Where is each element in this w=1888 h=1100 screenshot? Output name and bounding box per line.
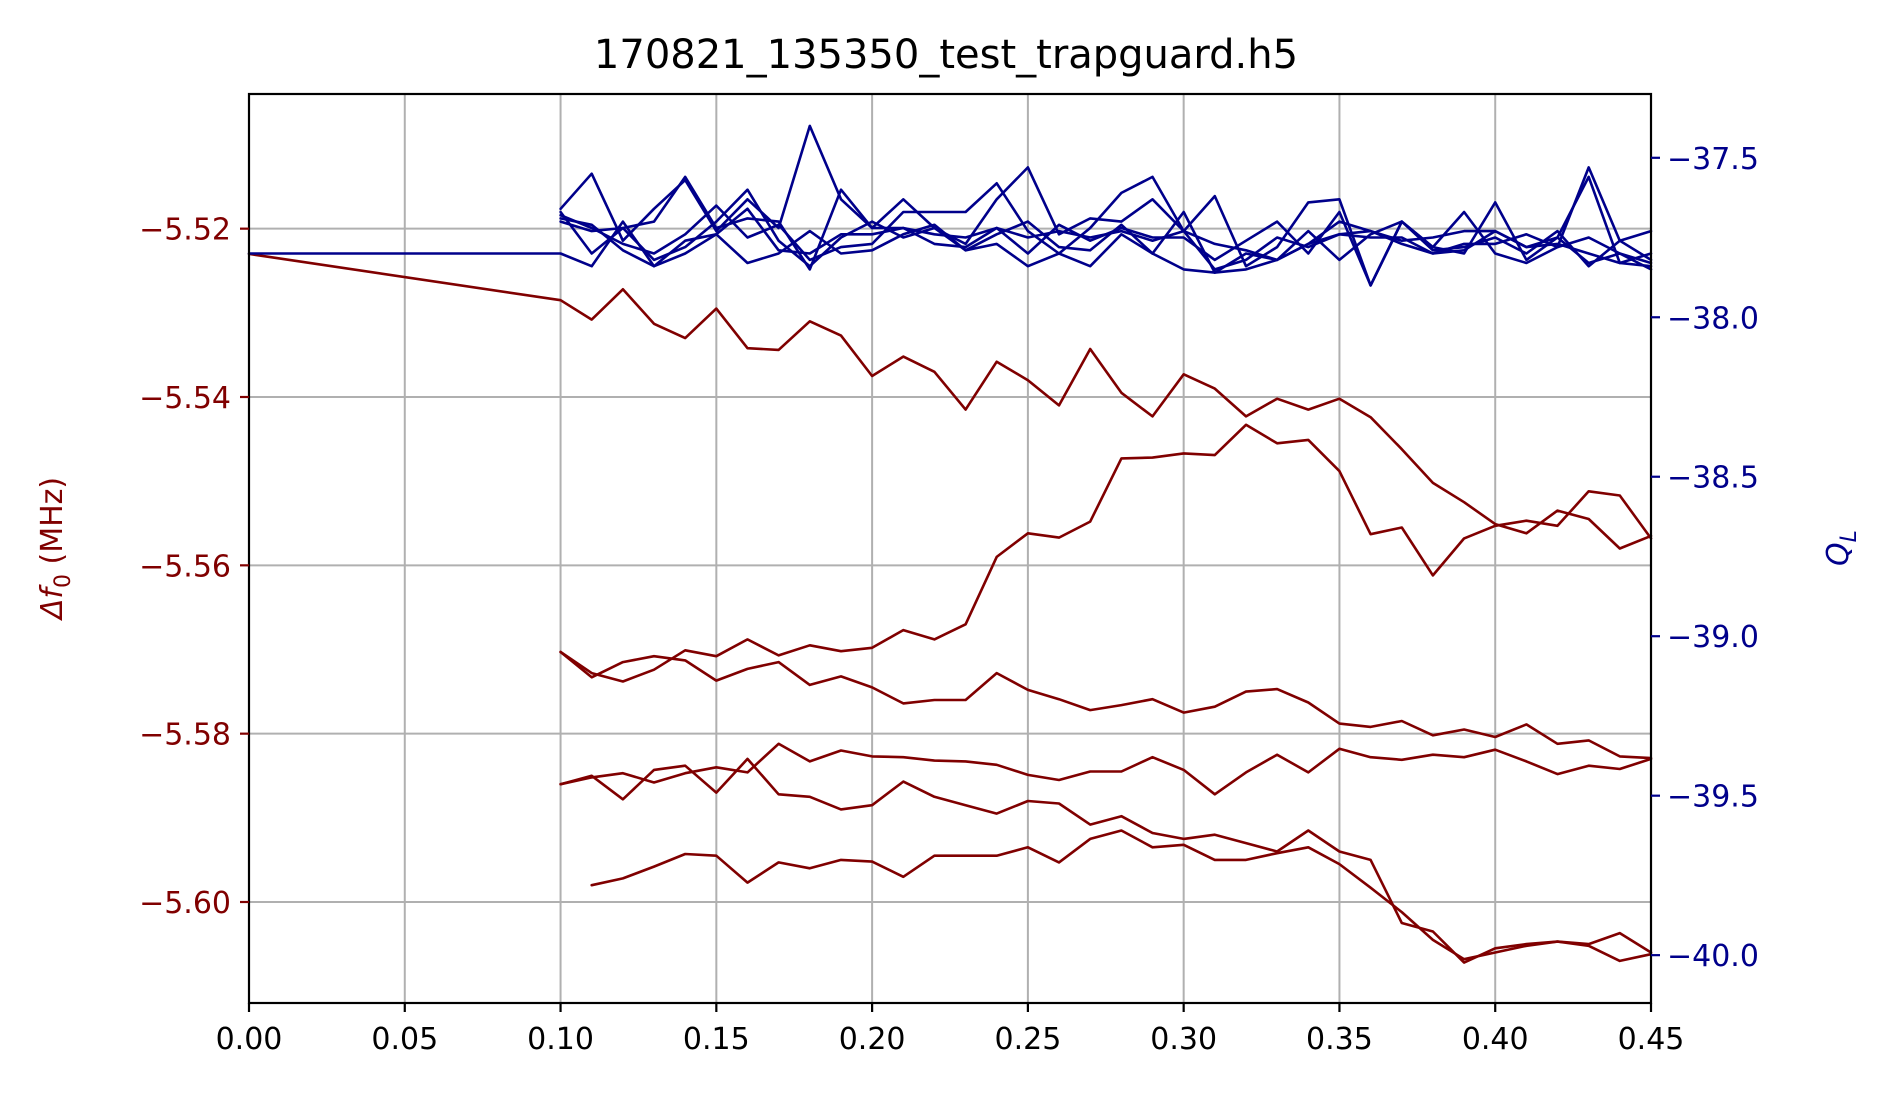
y-right-tick-label: −40.0 <box>1667 939 1759 974</box>
y-axis-left: −5.52 −5.54 −5.56 −5.58 −5.60 <box>139 213 249 921</box>
right-series-line-4 <box>559 188 1653 274</box>
x-tick-label: 0.10 <box>527 1022 594 1057</box>
plot-frame <box>247 92 1653 1005</box>
x-tick-label: 0.40 <box>1462 1022 1529 1057</box>
y-axis-right-label-main: Q <box>1821 542 1856 566</box>
y-axis-left-label-sub: 0 <box>51 574 76 588</box>
x-tick-label: 0.45 <box>1618 1022 1685 1057</box>
y-axis-left-label-prefix: Δf <box>35 584 70 622</box>
left-series-line-5 <box>559 757 1653 964</box>
x-axis: 0.00 0.05 0.10 0.15 0.20 0.25 0.30 0.35 0.40 0.45 <box>216 1003 1685 1057</box>
left-series-line-3 <box>559 650 1653 760</box>
y-left-tick-label: −5.54 <box>139 381 231 416</box>
x-tick-label: 0.35 <box>1306 1022 1373 1057</box>
y-axis-right: −37.5 −38.0 −38.5 −39.0 −39.5 −40.0 <box>1651 142 1759 974</box>
x-tick-label: 0.15 <box>683 1022 750 1057</box>
left-axis-series-group <box>247 252 1653 964</box>
y-right-tick-label: −37.5 <box>1667 142 1759 177</box>
grid <box>248 94 1652 1003</box>
right-series-line-2 <box>559 124 1653 287</box>
x-tick-label: 0.05 <box>371 1022 438 1057</box>
left-series-line-6 <box>590 829 1653 963</box>
right-series-line-5 <box>559 175 1653 271</box>
x-tick-label: 0.00 <box>216 1022 283 1057</box>
y-left-tick-label: −5.56 <box>139 549 231 584</box>
y-right-tick-label: −39.5 <box>1667 780 1759 815</box>
y-axis-right-label: QL <box>1821 530 1862 566</box>
y-right-tick-label: −38.5 <box>1667 461 1759 496</box>
y-left-tick-label: −5.52 <box>139 213 231 248</box>
y-axis-right-label-sub: L <box>1837 530 1862 542</box>
chart-title: 170821_135350_test_trapguard.h5 <box>594 32 1298 78</box>
left-series-line-2 <box>559 423 1653 683</box>
right-axis-series-group <box>247 124 1653 287</box>
y-left-tick-label: −5.58 <box>139 718 231 753</box>
left-series-line-4 <box>559 742 1653 796</box>
x-tick-label: 0.25 <box>994 1022 1061 1057</box>
y-axis-left-label-suffix: (MHz) <box>35 477 70 574</box>
y-left-tick-label: −5.60 <box>139 886 231 921</box>
y-right-tick-label: −38.0 <box>1667 301 1759 336</box>
left-series-line-1 <box>247 252 1653 550</box>
x-tick-label: 0.20 <box>839 1022 906 1057</box>
y-right-tick-label: −39.0 <box>1667 620 1759 655</box>
x-tick-label: 0.30 <box>1150 1022 1217 1057</box>
y-axis-left-label: Δf0 (MHz) <box>35 477 76 621</box>
right-series-line-6 <box>559 207 1653 268</box>
